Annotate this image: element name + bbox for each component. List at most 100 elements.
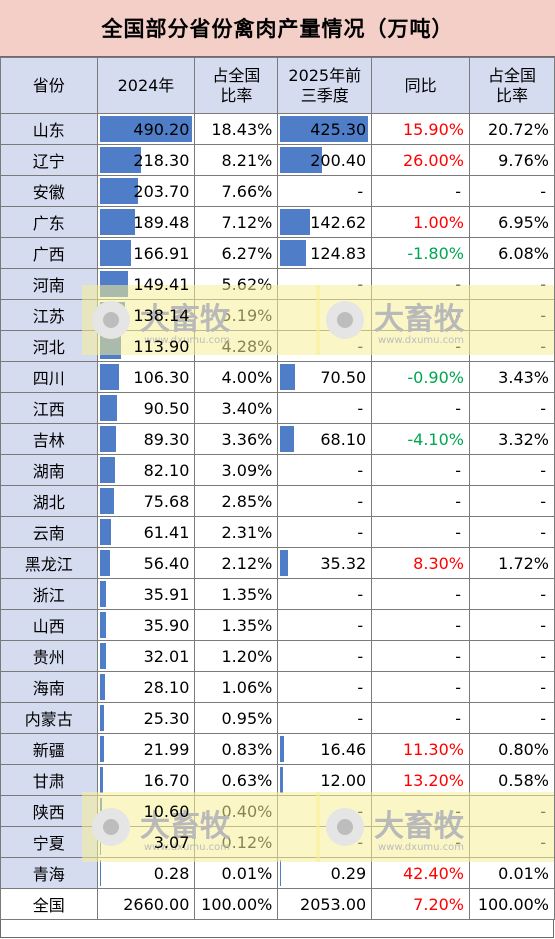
yoy-cell: -0.90%	[371, 361, 470, 393]
yoy-cell: -	[371, 516, 470, 548]
yoy-cell: -1.80%	[371, 237, 470, 269]
bar-mark	[99, 829, 101, 855]
production-2025-q3-cell: 12.00	[277, 764, 373, 796]
share-2025-cell: -	[469, 485, 555, 517]
share-2024-cell: 100.00%	[194, 888, 279, 920]
production-2024-cell: 16.70	[96, 764, 196, 796]
share-2025-cell: -	[469, 609, 555, 641]
yoy-cell: -	[371, 330, 470, 362]
table-row: 新疆 21.99 0.83% 16.46 11.30% 0.80%	[0, 733, 555, 765]
share-2024-cell: 2.85%	[194, 485, 279, 517]
share-2025-cell: 0.58%	[469, 764, 555, 796]
production-2025-q3-cell: 16.46	[277, 733, 373, 765]
yoy-cell: 13.20%	[371, 764, 470, 796]
yoy-cell: 26.00%	[371, 144, 470, 176]
province-cell: 贵州	[0, 640, 98, 672]
table-row: 贵州 32.01 1.20% - - -	[0, 640, 555, 672]
yoy-cell: -	[371, 175, 470, 207]
table-row: 黑龙江 56.40 2.12% 35.32 8.30% 1.72%	[0, 547, 555, 579]
share-2024-cell: 5.62%	[194, 268, 279, 300]
bar-mark	[99, 302, 126, 328]
share-2024-cell: 7.66%	[194, 175, 279, 207]
production-2024-cell: 82.10	[96, 454, 196, 486]
table-row: 广东 189.48 7.12% 142.62 1.00% 6.95%	[0, 206, 555, 238]
table-row: 青海 0.28 0.01% 0.29 42.40% 0.01%	[0, 857, 555, 889]
table-row: 吉林 89.30 3.36% 68.10 -4.10% 3.32%	[0, 423, 555, 455]
bar-mark	[99, 271, 128, 297]
bar-value-label: 113.90	[133, 336, 190, 356]
table-body: 山东 490.20 18.43% 425.30 15.90% 20.72% 辽宁 218.30…	[0, 113, 555, 920]
production-2025-q3-cell: 200.40	[277, 144, 373, 176]
share-2025-cell: 3.43%	[469, 361, 555, 393]
bar-value-label: 12.00	[320, 770, 367, 790]
bar-mark	[99, 116, 192, 142]
production-2024-cell: 56.40	[96, 547, 196, 579]
province-cell: 广东	[0, 206, 98, 238]
table-row: 江西 90.50 3.40% - - -	[0, 392, 555, 424]
production-2025-q3-cell: 68.10	[277, 423, 373, 455]
table-row: 四川 106.30 4.00% 70.50 -0.90% 3.43%	[0, 361, 555, 393]
province-cell: 湖北	[0, 485, 98, 517]
bar-mark	[99, 178, 138, 204]
province-cell: 内蒙古	[0, 702, 98, 734]
production-2024-cell: 89.30	[96, 423, 196, 455]
production-2024-cell: 10.60	[96, 795, 196, 827]
bar-value-label: 142.62	[310, 212, 367, 232]
table-row: 内蒙古 25.30 0.95% - - -	[0, 702, 555, 734]
production-2024-cell: 490.20	[96, 113, 196, 145]
share-2025-cell: 100.00%	[469, 888, 555, 920]
production-2025-q3-cell: 2053.00	[277, 888, 373, 920]
bar-mark	[99, 426, 117, 452]
header-province: 省份	[0, 57, 98, 114]
share-2024-cell: 0.83%	[194, 733, 279, 765]
share-2024-cell: 1.35%	[194, 609, 279, 641]
share-2025-cell: 3.32%	[469, 423, 555, 455]
yoy-cell: -	[371, 671, 470, 703]
share-2024-cell: 3.36%	[194, 423, 279, 455]
share-2025-cell: -	[469, 330, 555, 362]
share-2025-cell: -	[469, 454, 555, 486]
yoy-cell: -	[371, 299, 470, 331]
table-row: 陕西 10.60 0.40% - - -	[0, 795, 555, 827]
production-2024-cell: 218.30	[96, 144, 196, 176]
province-cell: 江苏	[0, 299, 98, 331]
yoy-cell: -4.10%	[371, 423, 470, 455]
table-row: 海南 28.10 1.06% - - -	[0, 671, 555, 703]
share-2024-cell: 18.43%	[194, 113, 279, 145]
share-2025-cell: -	[469, 299, 555, 331]
bar-mark	[280, 767, 283, 793]
bar-mark	[99, 395, 117, 421]
bar-mark	[99, 488, 114, 514]
table-row: 河南 149.41 5.62% - - -	[0, 268, 555, 300]
production-2025-q3-cell: -	[277, 485, 373, 517]
yoy-cell: -	[371, 826, 470, 858]
production-2024-cell: 75.68	[96, 485, 196, 517]
header-row: 省份 2024年 占全国 比率 2025年前 三季度 同比 占全国 比率	[0, 57, 555, 114]
bar-value-label: 138.14	[133, 305, 190, 325]
share-2024-cell: 0.01%	[194, 857, 279, 889]
bar-value-label: 21.99	[143, 739, 190, 759]
production-2025-q3-cell: 425.30	[277, 113, 373, 145]
bar-value-label: 82.10	[143, 460, 190, 480]
bar-value-label: 35.90	[143, 615, 190, 635]
bar-mark	[99, 612, 107, 638]
bar-mark	[280, 116, 369, 142]
production-2024-cell: 149.41	[96, 268, 196, 300]
province-cell: 山东	[0, 113, 98, 145]
yoy-cell: 7.20%	[371, 888, 470, 920]
bar-value-label: 35.91	[143, 584, 190, 604]
bar-value-label: 25.30	[143, 708, 190, 728]
bar-mark	[280, 364, 295, 390]
share-2024-cell: 5.19%	[194, 299, 279, 331]
share-2025-cell: -	[469, 795, 555, 827]
table-row: 江苏 138.14 5.19% - - -	[0, 299, 555, 331]
chart-title: 全国部分省份禽肉产量情况（万吨）	[0, 0, 555, 57]
bar-mark	[99, 643, 106, 669]
bar-mark	[99, 860, 101, 886]
share-2024-cell: 0.12%	[194, 826, 279, 858]
production-2024-cell: 28.10	[96, 671, 196, 703]
table-row: 湖北 75.68 2.85% - - -	[0, 485, 555, 517]
production-2024-cell: 0.28	[96, 857, 196, 889]
province-cell: 甘肃	[0, 764, 98, 796]
yoy-cell: 8.30%	[371, 547, 470, 579]
